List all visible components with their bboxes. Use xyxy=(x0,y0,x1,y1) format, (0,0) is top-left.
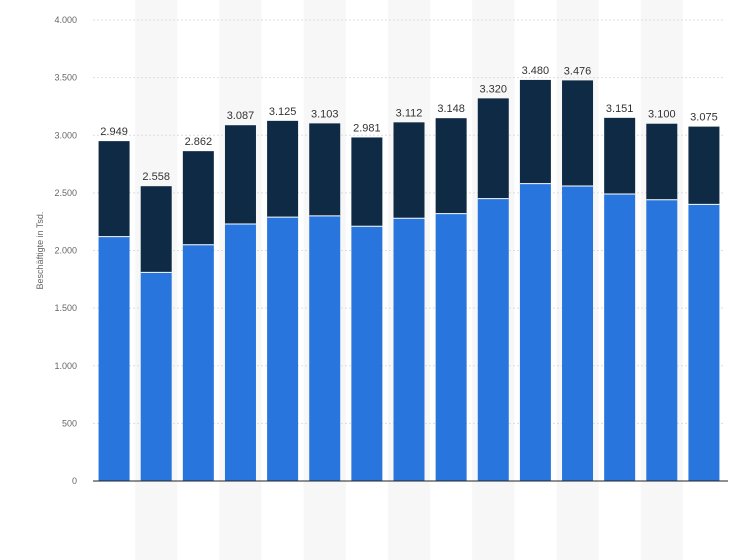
bar-segment-lower xyxy=(519,183,551,481)
bar-segment-upper xyxy=(604,117,636,195)
y-tick-label: 500 xyxy=(62,418,77,428)
y-tick-label: 2.000 xyxy=(54,246,77,256)
bar-total-label: 3.087 xyxy=(227,110,255,122)
bar-segment-upper xyxy=(646,123,678,200)
bar-segment-lower xyxy=(182,244,214,481)
bar-segment-lower xyxy=(435,213,467,481)
bar-segment-upper xyxy=(182,151,214,245)
bar-segment-upper xyxy=(351,137,383,227)
bar-segment-lower xyxy=(267,217,299,481)
bars xyxy=(98,79,720,482)
y-tick-label: 1.000 xyxy=(54,361,77,371)
bar-total-label: 3.148 xyxy=(437,103,465,115)
bar-segment-lower xyxy=(351,226,383,481)
bar-segment-lower xyxy=(224,223,256,481)
bar-segment-lower xyxy=(98,236,130,481)
bar-total-label: 2.862 xyxy=(185,136,213,148)
bar-segment-upper xyxy=(309,123,341,216)
bar-total-label: 3.112 xyxy=(396,107,423,119)
bar-total-label: 3.103 xyxy=(311,108,339,120)
bar-total-label: 3.075 xyxy=(690,112,718,124)
bar-segment-lower xyxy=(562,185,594,481)
bar-segment-upper xyxy=(140,186,172,273)
y-tick-label: 4.000 xyxy=(54,15,77,25)
bar-segment-lower xyxy=(604,194,636,481)
bar-total-label: 3.476 xyxy=(564,65,592,77)
bar-segment-lower xyxy=(688,204,720,481)
bar-segment-upper xyxy=(267,120,299,218)
bar-total-label: 3.151 xyxy=(606,103,634,115)
y-tick-label: 3.500 xyxy=(54,73,77,83)
bar-segment-upper xyxy=(435,118,467,214)
bar-total-label: 3.125 xyxy=(269,106,297,118)
y-tick-label: 3.000 xyxy=(54,130,77,140)
bar-segment-upper xyxy=(224,125,256,224)
bar-segment-lower xyxy=(309,215,341,482)
bar-total-label: 2.981 xyxy=(353,122,381,134)
bar-segment-upper xyxy=(688,126,720,205)
bar-segment-lower xyxy=(140,272,172,481)
bar-segment-upper xyxy=(562,80,594,186)
bar-segment-lower xyxy=(646,199,678,482)
bar-total-label: 3.320 xyxy=(480,83,508,95)
bar-total-label: 3.100 xyxy=(648,109,676,121)
bar-total-label: 2.558 xyxy=(142,171,170,183)
y-axis-title: Beschäftigte in Tsd. xyxy=(35,212,45,290)
bar-segment-lower xyxy=(393,218,425,482)
value-labels: 2.949 2.558 2.862 3.087 3.125 3.103 2.981 3.112… xyxy=(100,65,717,183)
bar-segment-upper xyxy=(519,79,551,184)
bar-segment-lower xyxy=(477,198,509,481)
bar-total-label: 2.949 xyxy=(100,126,128,138)
bar-total-label: 3.480 xyxy=(522,65,550,77)
y-tick-label: 1.500 xyxy=(54,303,77,313)
bar-segment-upper xyxy=(98,141,130,237)
y-tick-label: 0 xyxy=(72,476,77,486)
bar-segment-upper xyxy=(393,122,425,219)
bar-segment-upper xyxy=(477,98,509,199)
y-tick-label: 2.500 xyxy=(54,188,77,198)
y-axis-ticks: 0 500 1.000 1.500 2.000 2.500 3.000 3.500 4.000 xyxy=(54,15,77,486)
